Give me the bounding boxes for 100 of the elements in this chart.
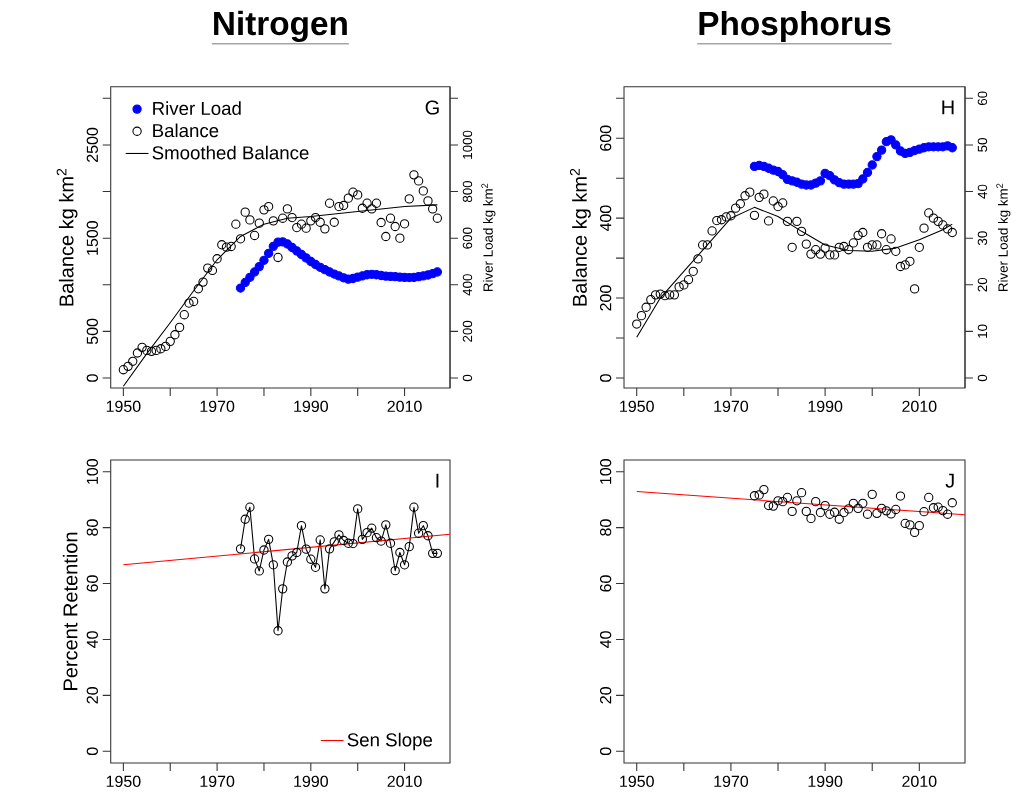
- point: [240, 514, 250, 524]
- point: [905, 520, 915, 530]
- y-tick-label: 100: [86, 459, 98, 484]
- y-tick-label: 40: [599, 631, 612, 648]
- chart-title: Nitrogen: [214, 10, 347, 42]
- point: [801, 506, 811, 517]
- point: [381, 520, 391, 530]
- point: [947, 143, 957, 153]
- point: [235, 283, 246, 293]
- point: [782, 492, 793, 503]
- point: [914, 521, 924, 531]
- point: [848, 498, 859, 508]
- x-tick-label: 1950: [106, 775, 141, 788]
- legend-label: River Load: [153, 101, 241, 116]
- y2-tick-label: 0: [462, 374, 473, 382]
- point: [329, 537, 339, 547]
- point: [362, 527, 372, 538]
- y-tick-label: 40: [86, 631, 98, 648]
- point: [815, 176, 826, 186]
- y-axis-title: Balance kg km$^{2}$: [569, 168, 591, 306]
- point: [773, 496, 783, 506]
- point: [895, 491, 906, 501]
- point: [815, 507, 826, 518]
- point: [862, 167, 873, 178]
- x-tick-label: 1990: [294, 400, 328, 413]
- point: [806, 513, 816, 524]
- legend-label: Smoothed Balance: [152, 145, 309, 160]
- point: [268, 560, 279, 570]
- point: [858, 498, 868, 508]
- x-tick-label: 2010: [387, 400, 422, 413]
- point: [399, 560, 410, 570]
- point: [371, 533, 382, 543]
- point: [418, 521, 428, 531]
- y-tick-label: 0: [599, 747, 612, 756]
- point: [301, 544, 311, 554]
- y-tick-label: 0: [86, 374, 98, 382]
- point: [853, 503, 863, 514]
- point: [768, 501, 778, 511]
- point: [928, 503, 939, 513]
- y2-tick-label: 1000: [462, 130, 473, 159]
- point: [796, 488, 807, 498]
- x-tick-label: 1990: [808, 775, 843, 788]
- y-tick-label: 60: [86, 575, 98, 592]
- point: [867, 489, 877, 500]
- point: [263, 534, 274, 545]
- point: [273, 626, 283, 636]
- point: [385, 538, 396, 548]
- y2-tick-label: 200: [462, 320, 473, 342]
- y-tick-label: 1500: [86, 221, 98, 255]
- y-tick-label: 2500: [86, 127, 98, 162]
- point: [891, 140, 901, 150]
- y2-tick-label: 800: [462, 180, 473, 203]
- y-tick-label: 200: [599, 285, 612, 311]
- point: [245, 502, 255, 512]
- y-tick-label: 100: [599, 459, 612, 484]
- y2-tick-label: 20: [977, 277, 988, 292]
- point: [348, 538, 358, 549]
- point: [763, 500, 774, 511]
- point: [306, 554, 316, 564]
- point: [886, 509, 896, 519]
- y2-tick-label: 40: [977, 184, 988, 199]
- legend-label: Balance: [153, 123, 219, 138]
- annotation: I: [436, 473, 439, 488]
- y-axis-title: Balance kg km$^{2}$: [56, 168, 78, 306]
- y-tick-label: 80: [599, 519, 612, 536]
- point: [867, 160, 877, 170]
- point: [249, 554, 260, 564]
- x-tick-label: 2010: [387, 775, 422, 788]
- x-tick-label: 1970: [200, 775, 235, 788]
- y2-tick-label: 0: [977, 374, 988, 382]
- point: [749, 491, 760, 501]
- point: [324, 544, 335, 554]
- point: [947, 498, 957, 508]
- point: [287, 551, 297, 561]
- y-tick-label: 500: [86, 318, 98, 345]
- annotation: J: [945, 473, 954, 488]
- y2-tick-label: 10: [977, 324, 988, 338]
- point: [282, 557, 293, 567]
- y2-tick-label: 400: [462, 274, 473, 296]
- annotation: G: [425, 100, 439, 115]
- y-axis-title: Percent Retention: [62, 532, 78, 690]
- point: [320, 584, 330, 594]
- legend-label: Sen Slope: [347, 732, 433, 751]
- point: [881, 506, 892, 516]
- point: [938, 505, 948, 516]
- point: [376, 536, 386, 546]
- x-tick-label: 2010: [902, 775, 937, 788]
- y-tick-label: 60: [599, 575, 612, 592]
- point: [919, 507, 929, 517]
- x-tick-label: 1970: [200, 400, 235, 413]
- point: [862, 509, 873, 519]
- point: [278, 584, 288, 594]
- y-tick-label: 600: [599, 125, 612, 151]
- x-tick-label: 1990: [808, 400, 843, 413]
- y2-tick-label: 50: [977, 138, 988, 152]
- point: [900, 518, 910, 529]
- chart-title: Phosphorus: [699, 10, 891, 42]
- point: [432, 548, 443, 559]
- point: [310, 562, 321, 572]
- point: [829, 507, 840, 517]
